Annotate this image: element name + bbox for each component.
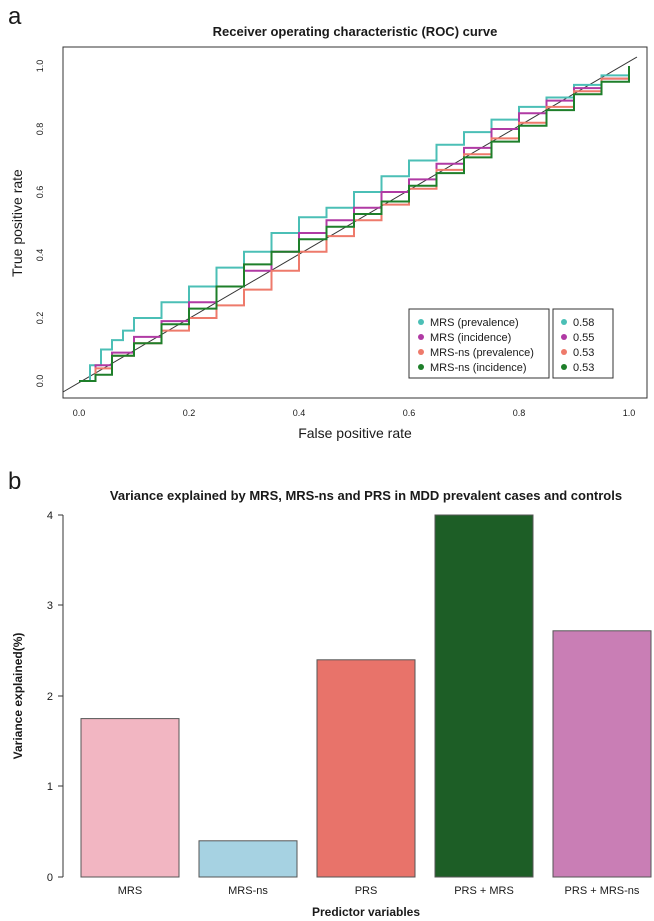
roc-y-tick: 1.0 (35, 60, 45, 73)
bar-category-label: PRS + MRS (454, 885, 514, 897)
legend-label-mrs-incidence: MRS (incidence) (430, 332, 511, 344)
auc-marker-mrs-prevalence (561, 319, 567, 325)
panel-label-a: a (8, 3, 22, 30)
bar-y-tick: 1 (47, 781, 53, 793)
roc-plot-frame (62, 46, 648, 399)
bar-mrs-ns (198, 840, 298, 878)
roc-y-tick: 0.8 (35, 123, 45, 136)
bar-category-label: MRS-ns (228, 885, 268, 897)
roc-x-tick: 0.8 (513, 408, 526, 418)
auc-value-mrs-incidence: 0.55 (573, 332, 594, 344)
legend-marker-mrs-prevalence (418, 319, 424, 325)
legend-marker-mrs-incidence (418, 334, 424, 340)
bar-panel: b Variance explained by MRS, MRS-ns and … (8, 468, 652, 919)
auc-marker-mrs-ns-prevalence (561, 349, 567, 355)
roc-legend-box (408, 308, 550, 379)
panel-label-b: b (8, 468, 21, 495)
roc-x-tick: 1.0 (623, 408, 636, 418)
roc-y-tick: 0.2 (35, 312, 45, 325)
auc-value-mrs-ns-incidence: 0.53 (573, 362, 594, 374)
legend-label-mrs-prevalence: MRS (prevalence) (430, 317, 519, 329)
legend-label-mrs-ns-prevalence: MRS-ns (prevalence) (430, 347, 534, 359)
roc-x-tick: 0.2 (183, 408, 196, 418)
roc-y-tick: 0.6 (35, 186, 45, 199)
bar-prs-mrs (434, 514, 534, 878)
roc-curves (79, 66, 630, 382)
roc-curve-mrs-prevalence (79, 66, 630, 382)
roc-panel: a Receiver operating characteristic (ROC… (8, 3, 648, 441)
roc-x-tick: 0.4 (293, 408, 306, 418)
roc-y-axis: 0.0 0.2 0.4 0.6 0.8 1.0 (35, 60, 45, 388)
bar-prs-mrs-ns (552, 630, 652, 878)
roc-y-tick: 0.4 (35, 249, 45, 262)
bar-category-label: MRS (118, 885, 142, 897)
bar-mrs (80, 718, 180, 878)
roc-legend: MRS (prevalence) 0.58 MRS (incidence) 0.… (408, 308, 614, 379)
bar-x-label: Predictor variables (312, 905, 420, 919)
bar-y-tick: 3 (47, 600, 53, 612)
bar-x-axis: MRS MRS-ns PRS PRS + MRS PRS + MRS-ns (118, 885, 640, 897)
auc-value-mrs-ns-prevalence: 0.53 (573, 347, 594, 359)
legend-marker-mrs-ns-prevalence (418, 349, 424, 355)
bar-category-label: PRS (355, 885, 378, 897)
bar-prs (316, 659, 416, 878)
roc-x-tick: 0.0 (73, 408, 86, 418)
bar-y-tick: 4 (47, 510, 53, 522)
roc-y-label: True positive rate (9, 169, 25, 277)
roc-curve-mrs-ns-incidence (79, 66, 630, 382)
legend-label-mrs-ns-incidence: MRS-ns (incidence) (430, 362, 527, 374)
roc-title: Receiver operating characteristic (ROC) … (213, 24, 498, 39)
roc-x-label: False positive rate (298, 425, 412, 441)
bar-title: Variance explained by MRS, MRS-ns and PR… (110, 488, 622, 503)
roc-y-tick: 0.0 (35, 375, 45, 388)
auc-marker-mrs-incidence (561, 334, 567, 340)
bar-marks (80, 514, 652, 878)
bar-y-label: Variance explained(%) (11, 633, 25, 760)
roc-x-tick: 0.6 (403, 408, 416, 418)
bar-category-label: PRS + MRS-ns (565, 885, 640, 897)
auc-value-mrs-prevalence: 0.58 (573, 317, 594, 329)
roc-x-axis: 0.0 0.2 0.4 0.6 0.8 1.0 (73, 408, 636, 418)
auc-marker-mrs-ns-incidence (561, 364, 567, 370)
bar-y-tick: 2 (47, 691, 53, 703)
legend-marker-mrs-ns-incidence (418, 364, 424, 370)
bar-y-axis: 0 1 2 3 4 (47, 510, 63, 884)
bar-y-tick: 0 (47, 872, 53, 884)
